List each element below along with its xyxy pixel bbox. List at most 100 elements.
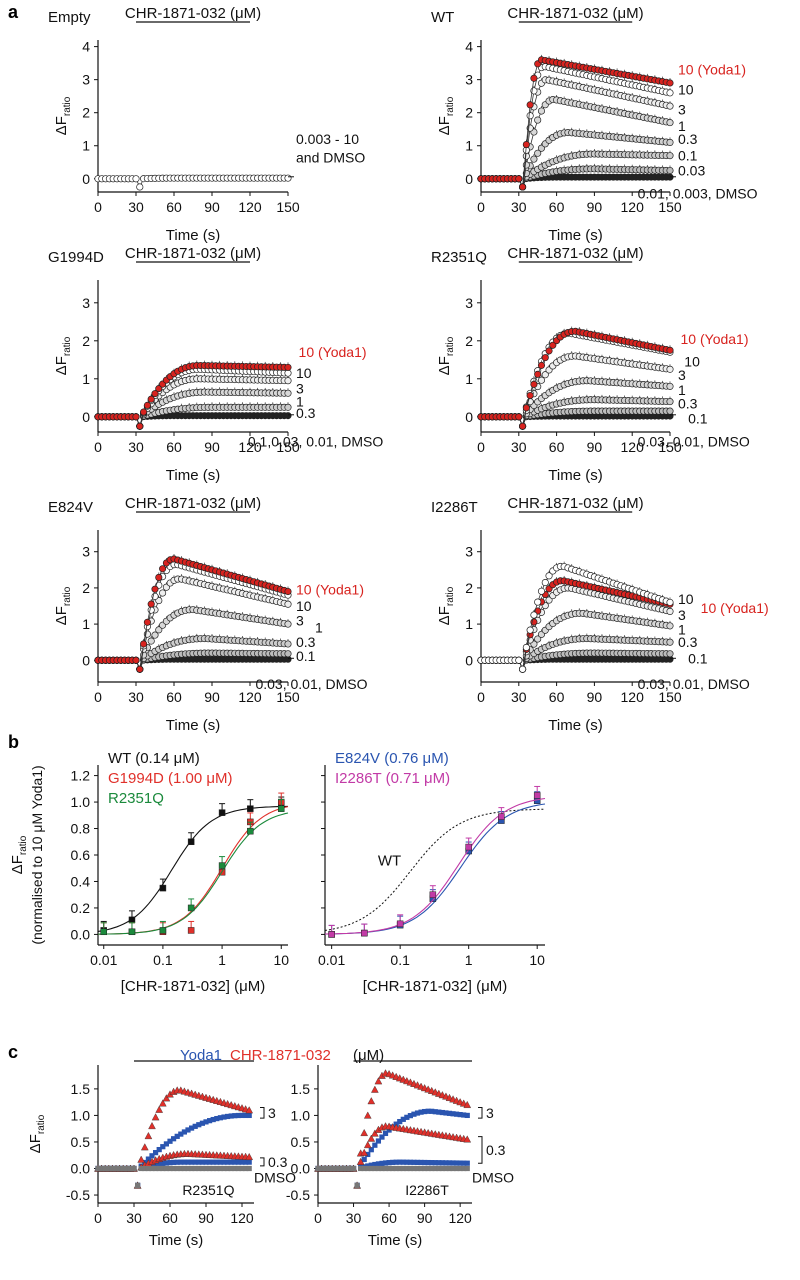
data-point bbox=[343, 1165, 350, 1172]
data-point bbox=[167, 1160, 173, 1166]
data-point bbox=[203, 1159, 209, 1165]
data-point bbox=[147, 606, 155, 614]
series-chr-1871-032-0-3 bbox=[314, 1122, 472, 1189]
data-point bbox=[137, 1155, 146, 1163]
data-point bbox=[386, 1160, 392, 1166]
data-point bbox=[192, 1123, 198, 1129]
data-point bbox=[246, 1165, 252, 1172]
data-point bbox=[530, 611, 538, 619]
data-point bbox=[99, 1165, 105, 1172]
data-point bbox=[189, 1165, 195, 1172]
data-point bbox=[450, 1111, 456, 1117]
data-point bbox=[439, 1160, 445, 1166]
panel-title: G1994D bbox=[48, 249, 104, 266]
data-point bbox=[221, 1165, 227, 1172]
series-10-yoda1- bbox=[477, 326, 674, 430]
data-point bbox=[328, 931, 335, 938]
data-point bbox=[151, 585, 159, 593]
y-tick-label: 0.0 bbox=[71, 1161, 91, 1177]
series-label: 0.1 bbox=[688, 411, 708, 427]
data-point bbox=[534, 598, 542, 606]
y-axis-label: ΔFratio bbox=[53, 96, 73, 135]
data-point bbox=[178, 1131, 184, 1137]
data-point bbox=[151, 1113, 160, 1121]
data-point bbox=[418, 1109, 424, 1115]
data-point bbox=[404, 1165, 410, 1172]
y-tick-label: 1.5 bbox=[291, 1081, 311, 1097]
data-point bbox=[132, 175, 140, 183]
data-point bbox=[534, 635, 542, 643]
y-tick-label: 1 bbox=[82, 371, 90, 387]
series-3 bbox=[94, 373, 292, 430]
data-point bbox=[117, 1165, 123, 1172]
data-point bbox=[228, 1113, 234, 1119]
data-point bbox=[160, 1160, 166, 1166]
data-point bbox=[526, 391, 534, 400]
data-point bbox=[278, 805, 285, 812]
series-10 bbox=[477, 561, 674, 673]
data-point bbox=[666, 650, 674, 658]
data-point bbox=[498, 813, 505, 820]
x-axis-label: Time (s) bbox=[548, 467, 602, 484]
y-tick-label: 3 bbox=[82, 295, 90, 311]
data-point bbox=[148, 1121, 156, 1130]
series-label: 0.01, 0.003, DMSO bbox=[638, 186, 758, 202]
series-label: 0.3 bbox=[678, 634, 698, 650]
data-point bbox=[210, 1159, 216, 1165]
series-label: 10 bbox=[678, 82, 694, 98]
data-point bbox=[199, 1165, 205, 1172]
x-tick-label: 10 bbox=[273, 952, 289, 968]
data-point bbox=[666, 398, 674, 406]
panel-label-c: c bbox=[8, 1042, 18, 1062]
series-label: 1 bbox=[678, 118, 686, 134]
data-point bbox=[151, 390, 159, 398]
chart-a1-empty: Empty CHR-1871-032 (μM) 0 1 2 3 4 0 30 60 90 120 150… bbox=[48, 5, 365, 244]
y-tick-label: 4 bbox=[82, 39, 90, 55]
x-tick-label: 90 bbox=[204, 689, 220, 705]
legend-yoda1: Yoda1 bbox=[180, 1047, 222, 1064]
data-point bbox=[155, 1105, 164, 1113]
data-point bbox=[217, 1165, 223, 1172]
data-point bbox=[465, 843, 472, 851]
data-point bbox=[284, 587, 292, 596]
x-axis-label: Time (s) bbox=[368, 1232, 422, 1249]
y-tick-label: 1.2 bbox=[71, 768, 91, 784]
x-tick-label: 0.1 bbox=[390, 952, 410, 968]
data-point bbox=[178, 1159, 184, 1165]
data-point bbox=[461, 1165, 467, 1172]
data-point bbox=[247, 827, 254, 835]
x-tick-label: 90 bbox=[587, 439, 603, 455]
y-tick-label: 0 bbox=[465, 409, 473, 425]
data-point bbox=[446, 1110, 453, 1116]
data-point bbox=[425, 1108, 431, 1114]
data-point bbox=[143, 401, 151, 409]
fit-curve bbox=[324, 803, 546, 935]
x-tick-label: 150 bbox=[658, 689, 682, 705]
data-point bbox=[246, 1159, 252, 1165]
y-axis-label: ΔFratio bbox=[53, 336, 73, 375]
data-point bbox=[363, 1111, 372, 1119]
x-tick-label: 0 bbox=[314, 1210, 322, 1226]
data-point bbox=[382, 1165, 389, 1172]
y-axis-label: ΔFratio bbox=[436, 96, 456, 135]
data-point bbox=[397, 1165, 403, 1172]
data-point bbox=[446, 1160, 453, 1166]
data-point bbox=[382, 1130, 389, 1137]
series-label: 10 (Yoda1) bbox=[701, 600, 769, 616]
reference-curve bbox=[324, 808, 546, 931]
bracket-label-3: 3 bbox=[268, 1105, 276, 1121]
data-point bbox=[393, 1165, 399, 1172]
y-tick-label: 1 bbox=[82, 616, 90, 632]
data-point bbox=[235, 1112, 241, 1119]
series-label: 10 bbox=[296, 365, 312, 381]
x-tick-label: 30 bbox=[511, 439, 527, 455]
x-tick-label: 90 bbox=[587, 689, 603, 705]
data-point bbox=[666, 407, 674, 415]
data-point bbox=[356, 1157, 365, 1165]
data-point bbox=[404, 1114, 410, 1120]
data-point bbox=[192, 1159, 198, 1165]
data-point bbox=[519, 183, 527, 191]
data-point bbox=[159, 589, 167, 597]
